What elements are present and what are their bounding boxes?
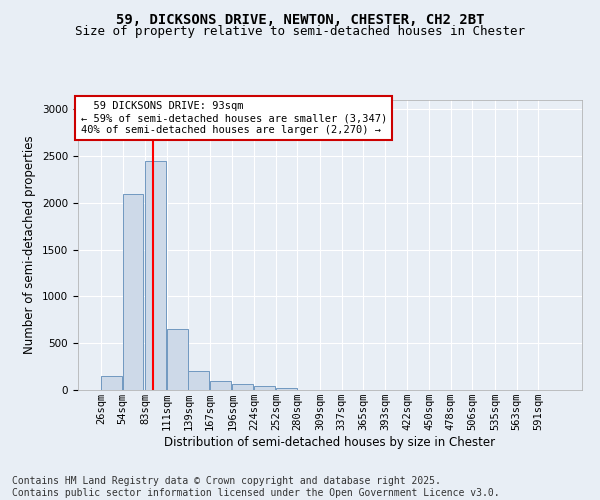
Bar [232,384,253,390]
Text: 59, DICKSONS DRIVE, NEWTON, CHESTER, CH2 2BT: 59, DICKSONS DRIVE, NEWTON, CHESTER, CH2… [116,12,484,26]
Bar [145,161,166,390]
Text: 59 DICKSONS DRIVE: 93sqm  
← 59% of semi-detached houses are smaller (3,347)
40%: 59 DICKSONS DRIVE: 93sqm ← 59% of semi-d… [80,102,387,134]
Bar [101,376,122,390]
Bar [122,194,143,390]
Bar [254,386,275,390]
Bar [167,329,188,390]
Bar [210,380,231,390]
Bar [276,388,297,390]
Text: Contains HM Land Registry data © Crown copyright and database right 2025.
Contai: Contains HM Land Registry data © Crown c… [12,476,500,498]
Y-axis label: Number of semi-detached properties: Number of semi-detached properties [23,136,37,354]
X-axis label: Distribution of semi-detached houses by size in Chester: Distribution of semi-detached houses by … [164,436,496,449]
Bar [188,372,209,390]
Text: Size of property relative to semi-detached houses in Chester: Size of property relative to semi-detach… [75,25,525,38]
